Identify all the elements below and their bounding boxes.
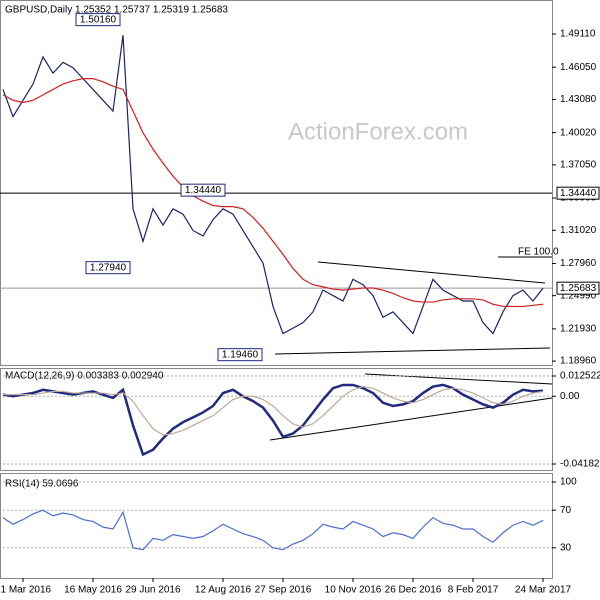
annotation-box bbox=[75, 13, 121, 27]
trendline bbox=[269, 397, 553, 441]
y-tick-label: 1.43080 bbox=[560, 94, 597, 105]
price-panel bbox=[0, 0, 553, 366]
price-marker-box bbox=[556, 281, 600, 295]
annotation: FE 100.0 bbox=[518, 247, 559, 258]
annotation-box bbox=[180, 183, 226, 197]
y-tick-label: -0.041823 bbox=[560, 459, 600, 470]
series-line bbox=[2, 78, 544, 308]
panel-title: GBPUSD,Daily 1.25352 1.25737 1.25319 1.2… bbox=[5, 5, 228, 16]
y-tick-label: 70 bbox=[560, 505, 572, 516]
price-marker: 1.25683 bbox=[560, 283, 597, 294]
x-tick-label: 16 May 2016 bbox=[64, 585, 122, 596]
x-tick-label: 10 Nov 2016 bbox=[325, 585, 382, 596]
x-tick-label: 26 Dec 2016 bbox=[385, 585, 442, 596]
y-tick-label: 0.012522 bbox=[560, 371, 600, 382]
x-tick-label: 8 Feb 2017 bbox=[448, 585, 499, 596]
y-tick-label: 1.40020 bbox=[560, 127, 597, 138]
series-line bbox=[2, 35, 544, 335]
y-tick-label: 1.21930 bbox=[560, 324, 597, 335]
series-line bbox=[2, 509, 544, 551]
watermark: ActionForex.com bbox=[288, 118, 468, 145]
annotation: 1.19460 bbox=[222, 349, 259, 360]
annotation: 1.34440 bbox=[185, 185, 222, 196]
y-tick-label: 100 bbox=[560, 477, 577, 488]
annotation: 1.50160 bbox=[80, 14, 117, 25]
trendline bbox=[274, 347, 551, 355]
annotation: 1.27940 bbox=[90, 262, 127, 273]
x-tick-label: 27 Sep 2016 bbox=[255, 585, 312, 596]
x-tick-label: 12 Aug 2016 bbox=[195, 585, 252, 596]
y-tick-label: 30 bbox=[560, 542, 572, 553]
x-tick-label: 29 Jun 2016 bbox=[125, 585, 180, 596]
series-line bbox=[3, 385, 544, 436]
x-tick-label: 31 Mar 2016 bbox=[0, 585, 52, 596]
x-tick-label: 24 Mar 2017 bbox=[515, 585, 572, 596]
y-tick-label: 1.46050 bbox=[560, 62, 597, 73]
annotation-box bbox=[217, 348, 263, 362]
macd-panel bbox=[0, 368, 553, 471]
series-line bbox=[2, 383, 544, 457]
y-tick-label: 1.27960 bbox=[560, 258, 597, 269]
trendline bbox=[317, 261, 546, 284]
y-tick-label: 1.24990 bbox=[560, 290, 597, 301]
annotation-box bbox=[85, 261, 131, 275]
y-tick-label: 1.31020 bbox=[560, 225, 597, 236]
y-tick-label: 1.49110 bbox=[560, 29, 596, 40]
y-tick-label: 1.37050 bbox=[560, 159, 597, 170]
price-marker: 1.34440 bbox=[560, 188, 597, 199]
y-tick-label: 1.18960 bbox=[560, 356, 597, 367]
y-tick-label: 0.00 bbox=[560, 391, 580, 402]
rsi-panel bbox=[0, 473, 553, 579]
panel-title: RSI(14) 59.0696 bbox=[5, 479, 79, 490]
price-marker-box bbox=[556, 186, 600, 200]
